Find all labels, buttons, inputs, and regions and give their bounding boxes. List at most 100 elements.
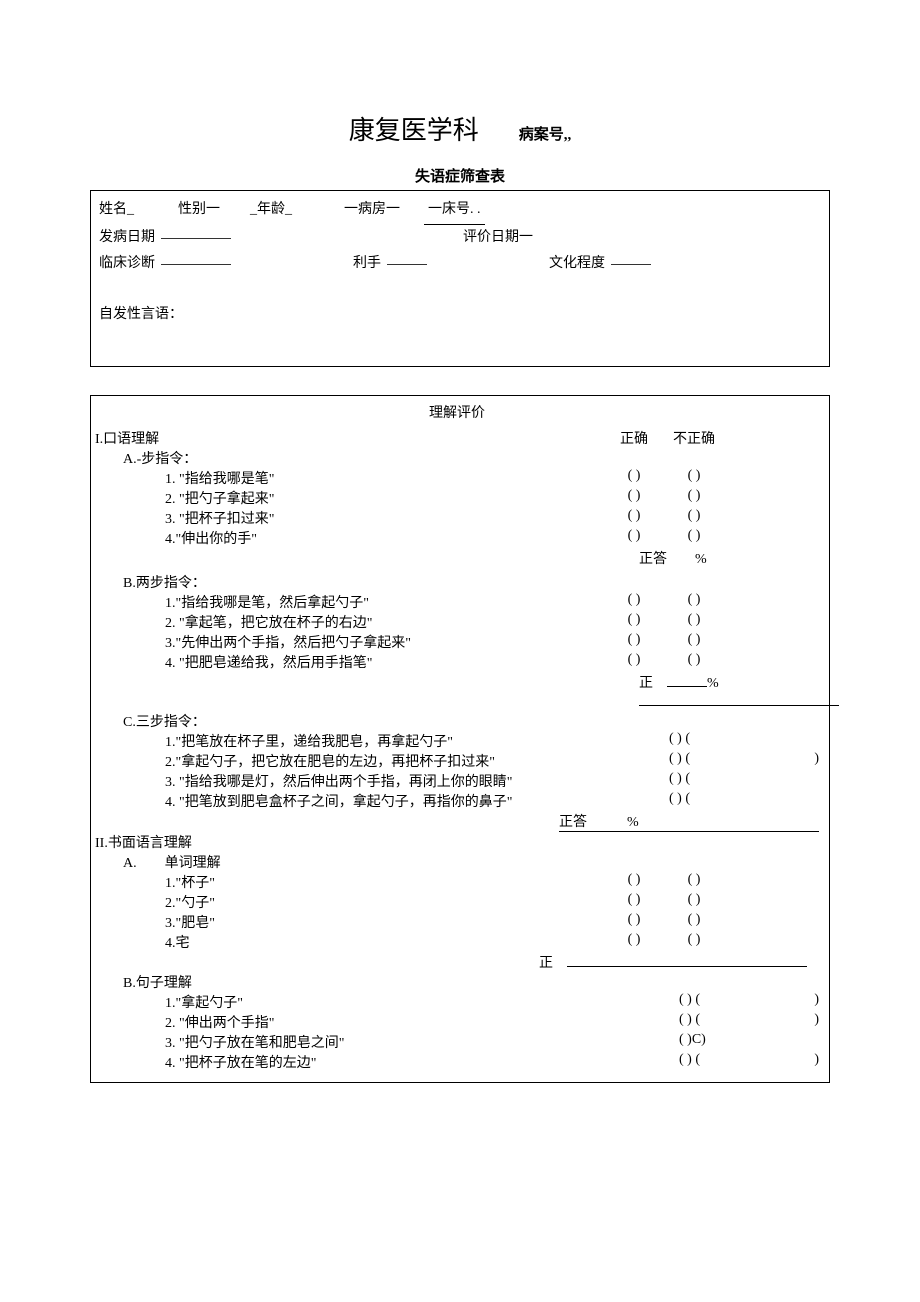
score-blank-long[interactable] <box>567 953 807 967</box>
section-2a-title: A. 单词理解 <box>95 852 819 872</box>
close-paren[interactable]: ) <box>729 751 819 771</box>
incorrect-paren[interactable]: ( ) <box>659 488 729 508</box>
onset-date-label: 发病日期 <box>99 225 155 252</box>
department-title: 康复医学科 <box>349 110 479 147</box>
question-item: 3."先伸出两个手指，然后把勺子拿起来" <box>95 632 609 652</box>
name-label: 姓名_ <box>99 197 134 225</box>
correct-paren[interactable]: ( ) <box>609 488 659 508</box>
correct-paren[interactable]: ( ) <box>609 468 659 488</box>
score-label: 正答 <box>559 815 587 830</box>
incorrect-paren[interactable]: ( ) <box>659 632 729 652</box>
correct-paren[interactable]: ( ) <box>609 892 659 912</box>
score-label-short: 正 <box>639 676 653 691</box>
percent-sign: % <box>695 552 707 567</box>
question-item: 3. "指给我哪是灯，然后伸出两个手指，再闭上你的眼睛" <box>95 771 609 791</box>
paren-group[interactable]: ( ) ( <box>669 751 729 771</box>
percent-sign: % <box>627 815 639 830</box>
paren-group[interactable]: ( ) ( <box>679 1012 749 1032</box>
question-item: 4.宅 <box>95 932 609 952</box>
correct-header: 正确 <box>609 428 659 448</box>
question-item: 1."拿起勺子" <box>95 992 609 1012</box>
gender-label: 性别一 <box>178 197 220 225</box>
incorrect-paren[interactable]: ( ) <box>659 612 729 632</box>
incorrect-paren[interactable]: ( ) <box>659 872 729 892</box>
incorrect-paren[interactable]: ( ) <box>659 912 729 932</box>
eval-title: 理解评价 <box>95 402 819 422</box>
question-item: 4. "把杯子放在笔的左边" <box>95 1052 609 1072</box>
close-paren[interactable] <box>749 1032 819 1052</box>
close-paren[interactable] <box>729 791 819 811</box>
incorrect-paren[interactable]: ( ) <box>659 932 729 952</box>
incorrect-paren[interactable]: ( ) <box>659 592 729 612</box>
evaluation-box: 理解评价 I.口语理解 正确 不正确 A.-步指令： 1. "指给我哪是笔"( … <box>90 395 830 1083</box>
question-item: 4. "把肥皂递给我，然后用手指笔" <box>95 652 609 672</box>
incorrect-paren[interactable]: ( ) <box>659 468 729 488</box>
case-number-label: 病案号,, <box>519 123 572 144</box>
close-paren[interactable] <box>729 771 819 791</box>
question-item: 3. "把杯子扣过来" <box>95 508 609 528</box>
question-item: 1."指给我哪是笔，然后拿起勺子" <box>95 592 609 612</box>
section-1b-title: B.两步指令： <box>95 572 819 592</box>
spontaneous-speech-label: 自发性言语： <box>99 302 821 329</box>
eval-date-label: 评价日期一 <box>463 225 533 252</box>
score-blank-long[interactable] <box>639 692 839 706</box>
section-2-title: II.书面语言理解 <box>95 832 819 852</box>
ward-label: 一病房一 <box>344 197 400 225</box>
question-item: 2."勺子" <box>95 892 609 912</box>
question-item: 2. "把勺子拿起来" <box>95 488 609 508</box>
score-label-short: 正 <box>539 956 553 971</box>
paren-group[interactable]: ( ) ( <box>669 731 729 751</box>
incorrect-paren[interactable]: ( ) <box>659 508 729 528</box>
correct-paren[interactable]: ( ) <box>609 592 659 612</box>
incorrect-paren[interactable]: ( ) <box>659 528 729 548</box>
score-blank[interactable] <box>587 812 627 826</box>
education-blank[interactable] <box>611 251 651 265</box>
education-label: 文化程度 <box>549 251 605 278</box>
question-item: 2. "伸出两个手指" <box>95 1012 609 1032</box>
close-paren[interactable]: ) <box>749 1052 819 1072</box>
score-blank[interactable] <box>667 673 707 687</box>
correct-paren[interactable]: ( ) <box>609 508 659 528</box>
handedness-label: 利手 <box>353 251 381 278</box>
section-2b-title: B.句子理解 <box>95 972 819 992</box>
close-paren[interactable]: ) <box>749 1012 819 1032</box>
correct-paren[interactable]: ( ) <box>609 932 659 952</box>
paren-group[interactable]: ( ) ( <box>669 771 729 791</box>
question-item: 1."杯子" <box>95 872 609 892</box>
onset-date-blank[interactable] <box>161 225 231 239</box>
paren-group[interactable]: ( ) ( <box>679 992 749 1012</box>
correct-paren[interactable]: ( ) <box>609 652 659 672</box>
incorrect-header: 不正确 <box>659 428 729 448</box>
incorrect-paren[interactable]: ( ) <box>659 652 729 672</box>
patient-info-box: 姓名_ 性别一 _年龄_ 一病房一 一床号. . 发病日期 评价日期一 临床诊断… <box>90 190 830 367</box>
close-paren[interactable] <box>729 731 819 751</box>
diagnosis-label: 临床诊断 <box>99 251 155 278</box>
question-item: 2. "拿起笔，把它放在杯子的右边" <box>95 612 609 632</box>
question-item: 3."肥皂" <box>95 912 609 932</box>
paren-group[interactable]: ( ) ( <box>679 1052 749 1072</box>
correct-paren[interactable]: ( ) <box>609 632 659 652</box>
section-1c-title: C.三步指令： <box>95 711 819 731</box>
incorrect-paren[interactable]: ( ) <box>659 892 729 912</box>
paren-group[interactable]: ( ) ( <box>669 791 729 811</box>
score-label: 正答 <box>639 552 667 567</box>
diagnosis-blank[interactable] <box>161 251 231 265</box>
handedness-blank[interactable] <box>387 251 427 265</box>
question-item: 4. "把笔放到肥皂盒杯子之间，拿起勺子，再指你的鼻子" <box>95 791 609 811</box>
question-item: 4."伸出你的手" <box>95 528 609 548</box>
section-1-title: I.口语理解 <box>95 428 609 448</box>
form-title: 失语症筛查表 <box>90 165 830 186</box>
percent-sign: % <box>707 676 719 691</box>
age-label: _年龄_ <box>250 197 292 225</box>
section-1a-title: A.-步指令： <box>95 448 819 468</box>
question-item: 1."把笔放在杯子里，递给我肥皂，再拿起勺子" <box>95 731 609 751</box>
correct-paren[interactable]: ( ) <box>609 612 659 632</box>
paren-group[interactable]: ( )C) <box>679 1032 749 1052</box>
correct-paren[interactable]: ( ) <box>609 912 659 932</box>
close-paren[interactable]: ) <box>749 992 819 1012</box>
correct-paren[interactable]: ( ) <box>609 872 659 892</box>
bed-label: 一床号. . <box>424 197 485 225</box>
question-item: 1. "指给我哪是笔" <box>95 468 609 488</box>
correct-paren[interactable]: ( ) <box>609 528 659 548</box>
question-item: 2."拿起勺子，把它放在肥皂的左边，再把杯子扣过来" <box>95 751 609 771</box>
